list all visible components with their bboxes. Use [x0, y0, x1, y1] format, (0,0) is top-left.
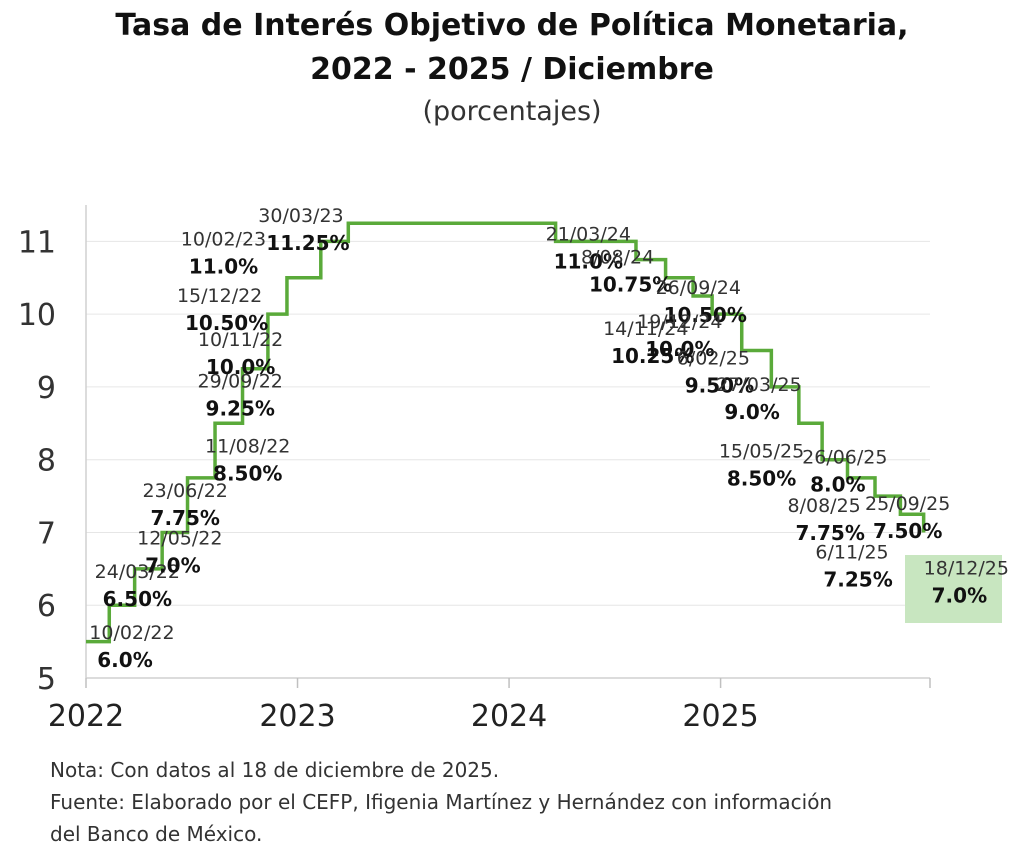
- point-value-label: 11.25%: [266, 231, 349, 255]
- point-value-label: 7.75%: [796, 521, 865, 545]
- point-value-label: 7.50%: [873, 519, 942, 543]
- point-value-label: 6.0%: [97, 648, 152, 672]
- point-date-label: 10/02/23: [181, 228, 266, 250]
- x-tick-label: 2022: [48, 699, 124, 734]
- point-date-label: 25/09/25: [865, 493, 950, 515]
- y-tick-label: 10: [18, 298, 56, 333]
- y-tick-label: 6: [37, 589, 56, 624]
- point-date-label: 6/11/25: [815, 541, 888, 563]
- point-date-label: 8/08/25: [788, 495, 861, 517]
- point-date-label: 15/05/25: [719, 440, 804, 462]
- point-value-label: 10.50%: [185, 311, 268, 335]
- note-text: Nota: Con datos al 18 de diciembre de 20…: [50, 758, 500, 782]
- point-date-label: 29/09/22: [198, 371, 283, 393]
- point-value-label: 6.50%: [103, 587, 172, 611]
- x-tick-label: 2023: [259, 699, 335, 734]
- point-date-label: 27/03/25: [716, 374, 801, 396]
- chart-title: Tasa de Interés Objetivo de Política Mon…: [115, 8, 909, 43]
- point-value-label: 10.0%: [206, 355, 275, 379]
- point-date-label: 26/06/25: [802, 447, 887, 469]
- point-date-label: 10/11/22: [198, 329, 283, 351]
- point-value-label: 8.0%: [810, 473, 865, 497]
- point-value-label: 10.50%: [664, 303, 747, 327]
- point-value-label: 8.50%: [213, 461, 282, 485]
- point-date-label: 21/03/24: [546, 223, 631, 245]
- rate-step-line: [86, 221, 926, 644]
- point-value-label: 7.25%: [823, 567, 892, 591]
- point-value-label: 7.0%: [145, 553, 200, 577]
- point-date-label: 11/08/22: [205, 435, 290, 457]
- point-value-label: 7.0%: [932, 583, 987, 607]
- point-date-label: 6/02/25: [677, 348, 750, 370]
- chart-subtitle: (porcentajes): [422, 96, 602, 127]
- point-date-label: 18/12/25: [924, 557, 1009, 579]
- source-text: Fuente: Elaborado por el CEFP, Ifigenia …: [50, 790, 833, 814]
- point-date-label: 10/02/22: [89, 622, 174, 644]
- point-value-label: 11.0%: [189, 254, 258, 278]
- y-tick-label: 8: [37, 444, 56, 479]
- point-value-label: 10.0%: [645, 337, 714, 361]
- y-tick-label: 7: [37, 516, 56, 551]
- y-tick-label: 5: [37, 662, 56, 697]
- chart-title-line2: 2022 - 2025 / Diciembre: [310, 52, 714, 87]
- point-date-label: 14/11/24: [603, 318, 688, 340]
- y-tick-label: 9: [37, 371, 56, 406]
- point-value-label: 10.75%: [589, 273, 672, 297]
- y-tick-label: 11: [18, 225, 56, 260]
- x-tick-label: 2024: [471, 699, 547, 734]
- point-value-label: 8.50%: [727, 466, 796, 490]
- rate-chart: 5 6 7 8 9 10 11 2022 2023 2024 2025 10/02/22 6.0% 24/…: [18, 205, 1009, 734]
- point-value-label: 11.0%: [554, 249, 623, 273]
- point-date-label: 8/08/24: [581, 247, 654, 269]
- point-date-label: 30/03/23: [258, 205, 343, 227]
- highlight-box: [905, 555, 1002, 623]
- point-date-label: 24/03/22: [95, 561, 180, 583]
- point-date-label: 26/09/24: [656, 277, 741, 299]
- point-value-label: 10.25%: [611, 344, 694, 368]
- point-date-label: 19/12/24: [637, 311, 722, 333]
- point-value-label: 9.0%: [724, 400, 779, 424]
- point-date-label: 15/12/22: [177, 285, 262, 307]
- x-tick-label: 2025: [682, 699, 758, 734]
- point-value-label: 9.25%: [206, 397, 275, 421]
- source-text-line2: del Banco de México.: [50, 822, 263, 846]
- point-date-label: 12/05/22: [137, 527, 222, 549]
- point-date-label: 23/06/22: [143, 480, 228, 502]
- point-value-label: 9.50%: [685, 374, 754, 398]
- point-value-label: 7.75%: [151, 506, 220, 530]
